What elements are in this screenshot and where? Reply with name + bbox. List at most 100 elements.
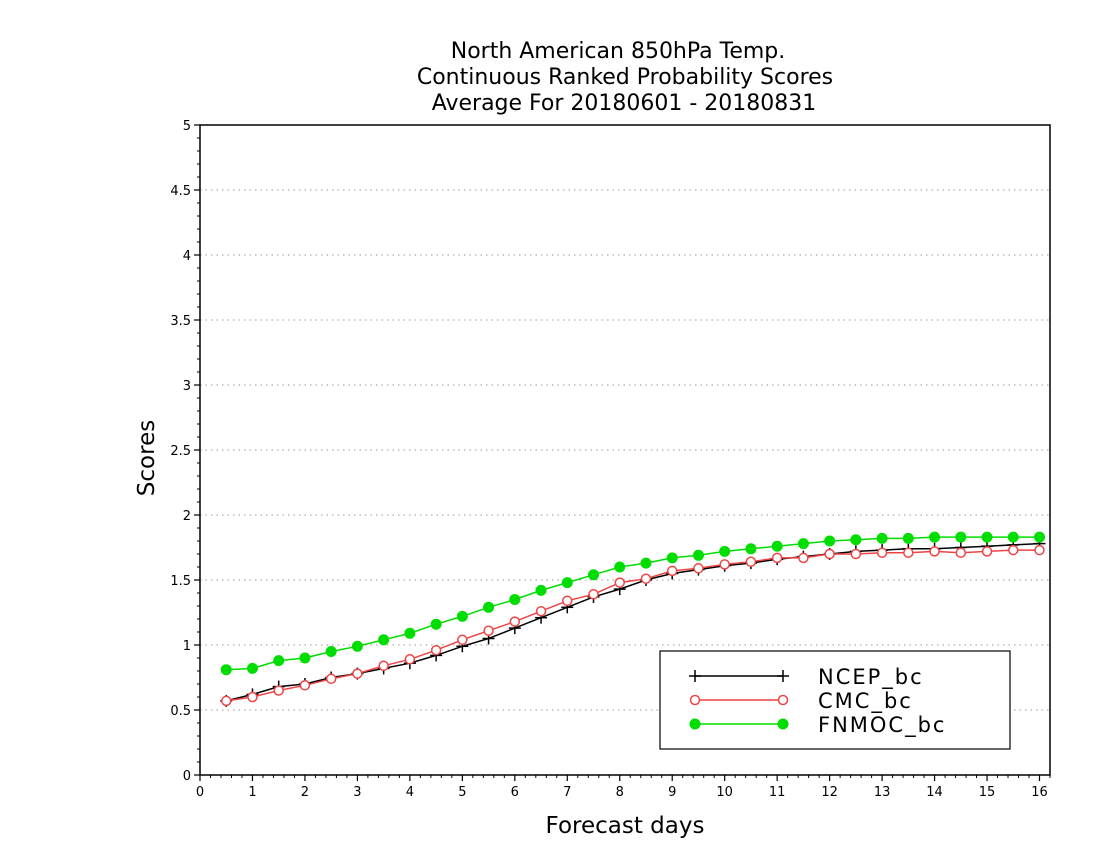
series-point	[535, 605, 547, 617]
x-tick-label: 3	[353, 785, 361, 800]
series-point	[378, 660, 389, 672]
series-point	[325, 646, 337, 657]
series-point	[929, 546, 940, 557]
series-point	[273, 655, 285, 667]
series-point	[246, 662, 258, 674]
y-tick-label: 4.5	[170, 184, 191, 199]
series-point	[325, 673, 337, 685]
series-point	[745, 556, 757, 568]
series-point	[483, 601, 495, 613]
chart-title-line-3: Average For 20180601 - 20180831	[432, 91, 817, 116]
series-point	[247, 691, 258, 703]
series-point	[352, 668, 363, 679]
chart-title: North American 850hPa Temp. Continuous R…	[417, 39, 833, 116]
y-tick-label: 1	[183, 639, 191, 654]
plot-series	[220, 531, 1046, 707]
series-point	[850, 548, 862, 560]
series-point	[640, 573, 652, 584]
x-tick-label: 12	[821, 785, 838, 800]
series-line	[226, 536, 1040, 671]
x-tick-label: 5	[458, 785, 466, 800]
series-point	[666, 565, 678, 577]
series-point	[1007, 531, 1019, 543]
series-point	[876, 547, 888, 558]
legend-label: FNMOC_bc	[818, 713, 946, 738]
x-tick-label: 13	[874, 785, 891, 800]
x-tick-label: 9	[668, 785, 676, 800]
series-point	[430, 618, 442, 630]
series-point	[824, 535, 836, 547]
series-point	[1008, 544, 1019, 556]
series-point	[588, 589, 599, 600]
x-tick-label: 16	[1031, 785, 1048, 800]
series-point	[1034, 544, 1045, 556]
y-tick-label: 3.5	[170, 314, 191, 329]
series-point	[509, 594, 521, 605]
x-tick-label: 7	[563, 785, 571, 800]
series-point	[562, 595, 573, 607]
series-point	[535, 584, 547, 596]
legend-label: NCEP_bc	[818, 665, 924, 690]
series-point	[351, 640, 363, 652]
series-point	[457, 634, 468, 646]
series-point	[561, 577, 573, 589]
series-point	[797, 538, 809, 550]
series-point	[299, 652, 311, 664]
y-axis: 0 0.5 1 1.5 2 2.5 3 3.5 4 4.5 5	[170, 119, 200, 784]
x-axis-label: Forecast days	[546, 813, 705, 839]
y-tick-label: 3	[183, 379, 191, 394]
series-fnmoc-bc	[220, 531, 1046, 676]
x-tick-label: 1	[248, 785, 256, 800]
grid-lines	[200, 189, 1050, 711]
legend-entry: NCEP_bc	[689, 665, 924, 690]
series-point	[719, 545, 731, 557]
series-point	[929, 531, 941, 543]
legend-label: CMC_bc	[818, 689, 913, 714]
series-point	[693, 563, 704, 574]
series-point	[955, 547, 967, 558]
series-point	[404, 654, 416, 665]
series-point	[378, 634, 390, 646]
series-point	[692, 549, 704, 561]
series-point	[771, 540, 783, 552]
series-point	[430, 644, 442, 656]
series-point	[1034, 531, 1046, 543]
y-tick-label: 0.5	[170, 704, 191, 719]
x-axis: 0 1 2 3 4 5 6 7 8 9 10 11 12 13 14 15 16	[196, 775, 1051, 800]
series-cmc-bc	[220, 544, 1045, 707]
x-tick-label: 4	[406, 785, 414, 800]
series-point	[798, 552, 809, 564]
legend-marker	[689, 718, 701, 730]
series-point	[404, 627, 416, 639]
series-point	[666, 552, 678, 564]
legend-marker	[689, 694, 701, 706]
series-point	[220, 695, 232, 707]
series-point	[220, 664, 232, 676]
series-point	[614, 577, 626, 588]
x-tick-label: 6	[511, 785, 519, 800]
series-point	[850, 534, 862, 546]
x-tick-label: 11	[769, 785, 786, 800]
series-point	[456, 610, 468, 622]
series-point	[981, 546, 993, 557]
x-tick-label: 14	[926, 785, 943, 800]
x-tick-label: 15	[979, 785, 996, 800]
x-tick-label: 0	[196, 785, 204, 800]
series-point	[902, 532, 914, 544]
legend-entry: CMC_bc	[689, 689, 913, 714]
series-point	[981, 531, 993, 543]
chart-title-line-1: North American 850hPa Temp.	[451, 39, 786, 64]
y-tick-label: 4	[183, 249, 191, 264]
legend-marker	[777, 718, 789, 730]
x-tick-label: 8	[616, 785, 624, 800]
series-point	[955, 531, 967, 543]
series-point	[273, 685, 284, 696]
y-tick-label: 5	[183, 119, 191, 134]
series-point	[876, 532, 888, 544]
x-tick-label: 2	[301, 785, 309, 800]
series-point	[903, 547, 914, 558]
x-tick-label: 10	[716, 785, 733, 800]
series-point	[588, 569, 600, 581]
